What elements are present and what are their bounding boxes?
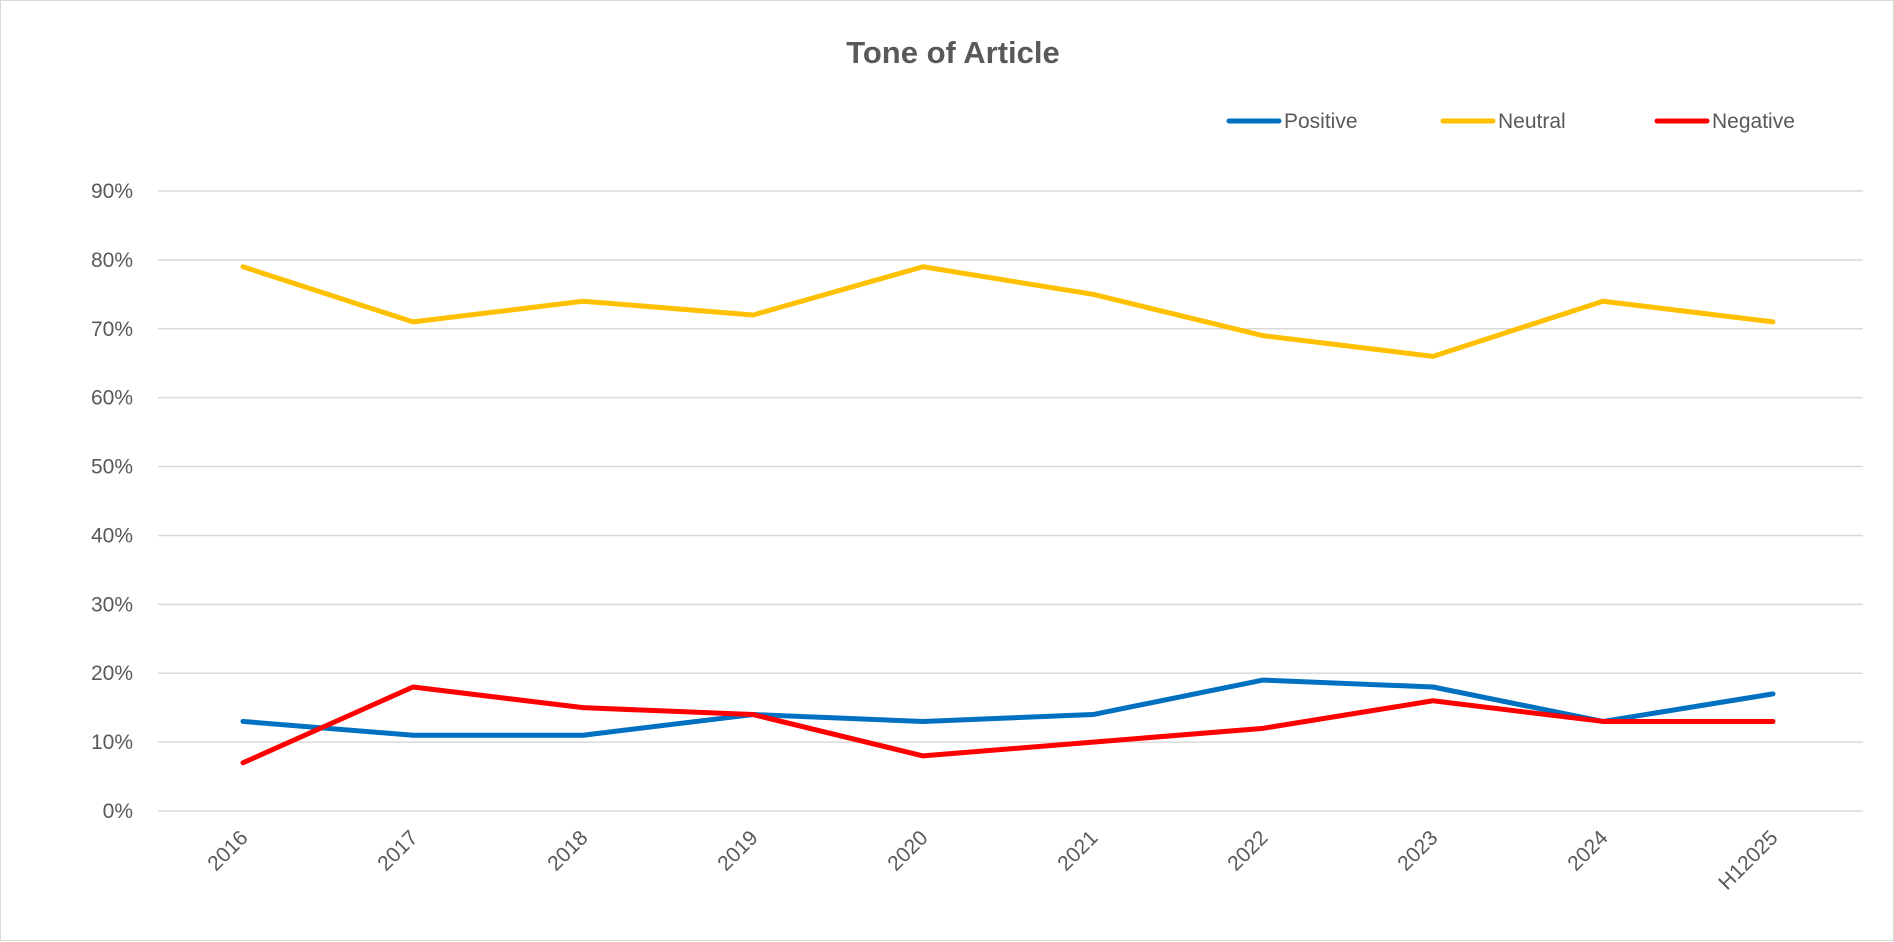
y-axis-tick-labels: 0% 10% 20% 30% 40% 50% 60% 70% 80% 90% bbox=[91, 180, 133, 823]
y-tick-label: 30% bbox=[91, 593, 133, 616]
x-tick-label: H12025 bbox=[1714, 826, 1782, 894]
series-lines bbox=[240, 264, 1776, 766]
legend-label-positive: Positive bbox=[1284, 110, 1358, 133]
x-tick-label: 2020 bbox=[883, 826, 932, 875]
x-tick-label: 2022 bbox=[1223, 826, 1272, 875]
y-tick-label: 10% bbox=[91, 731, 133, 754]
x-axis-tick-labels: 2016 2017 2018 2019 2020 2021 2022 2023 2024 H120… bbox=[203, 826, 1782, 895]
y-tick-label: 50% bbox=[91, 456, 133, 479]
legend-label-neutral: Neutral bbox=[1498, 110, 1566, 133]
series-line-neutral bbox=[240, 264, 1776, 359]
y-tick-label: 60% bbox=[91, 387, 133, 410]
chart-title: Tone of Article bbox=[846, 35, 1060, 70]
y-tick-label: 0% bbox=[103, 800, 133, 823]
x-tick-label: 2024 bbox=[1563, 826, 1613, 876]
x-tick-label: 2018 bbox=[543, 826, 592, 875]
y-tick-label: 90% bbox=[91, 180, 133, 203]
x-tick-label: 2017 bbox=[373, 826, 422, 875]
x-tick-label: 2023 bbox=[1393, 826, 1442, 875]
x-tick-label: 2016 bbox=[203, 826, 252, 875]
y-tick-label: 20% bbox=[91, 662, 133, 685]
y-tick-label: 80% bbox=[91, 249, 133, 272]
x-tick-label: 2021 bbox=[1053, 826, 1102, 875]
y-tick-label: 40% bbox=[91, 524, 133, 547]
gridlines bbox=[158, 190, 1863, 812]
series-line-negative bbox=[240, 684, 1776, 766]
x-tick-label: 2019 bbox=[713, 826, 762, 875]
series-line-positive bbox=[240, 677, 1776, 738]
y-tick-label: 70% bbox=[91, 318, 133, 341]
legend-label-negative: Negative bbox=[1712, 110, 1795, 133]
legend: Positive Neutral Negative bbox=[1226, 110, 1795, 133]
